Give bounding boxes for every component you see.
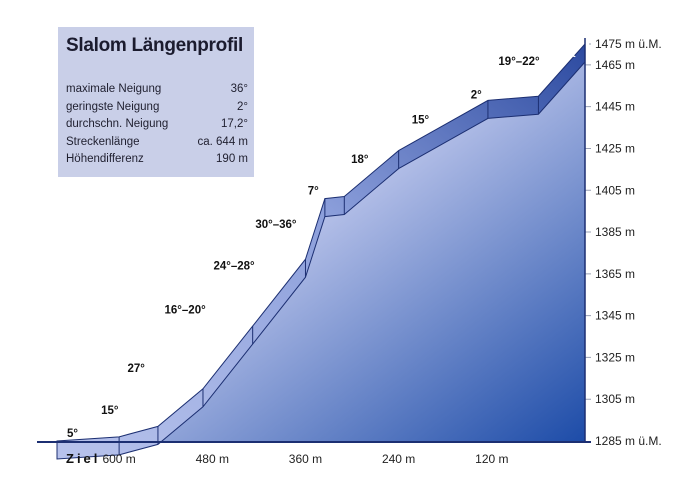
info-row: Höhendifferenz 190 m	[66, 151, 248, 169]
y-tick-label: 1475 m ü.M.	[595, 37, 662, 51]
y-tick-label: 1405 m	[595, 183, 635, 197]
y-tick-label: 1465 m	[595, 58, 635, 72]
slope-label: 18°	[351, 154, 369, 166]
band-layer	[56, 42, 586, 460]
slope-label: 30°–36°	[255, 219, 297, 231]
y-tick-label: 1305 m	[595, 392, 635, 406]
area-layer	[57, 44, 585, 441]
info-label: Höhendifferenz	[66, 153, 144, 165]
slope-label: 2°	[471, 89, 482, 101]
slope-label: 16°–20°	[165, 305, 207, 317]
info-title: Slalom Längenprofil	[66, 35, 243, 56]
slope-label: 19°–22°	[498, 56, 540, 68]
info-row: Streckenlänge ca. 644 m	[66, 134, 248, 152]
info-label: durchschn. Neigung	[66, 118, 169, 130]
info-label: maximale Neigung	[66, 83, 162, 95]
y-tick-label: 1285 m ü.M.	[595, 434, 662, 448]
y-tick-label: 1365 m	[595, 267, 635, 281]
profile-area	[57, 44, 585, 441]
slope-label: 5°	[67, 428, 78, 440]
y-tick-label: 1425 m	[595, 141, 635, 155]
y-tick-label: 1445 m	[595, 100, 635, 114]
slope-label: 24°–28°	[213, 261, 255, 273]
slope-label: 7°	[308, 185, 319, 197]
y-tick-label: 1385 m	[595, 225, 635, 239]
y-tick-label: 1325 m	[595, 350, 635, 364]
info-value: 2°	[237, 100, 248, 113]
info-row: geringste Neigung 2°	[66, 99, 248, 117]
info-table: maximale Neigung 36° geringste Neigung 2…	[66, 81, 248, 169]
info-value: 17,2°	[221, 118, 248, 130]
info-value: 190 m	[216, 153, 248, 165]
info-value: 36°	[230, 83, 248, 95]
finish-label: Ziel	[66, 451, 100, 466]
info-value: ca. 644 m	[197, 135, 249, 148]
info-row: maximale Neigung 36°	[66, 81, 248, 99]
axis-layer: 1285 m ü.M. 1305 m 1325 m 1345 m 1365 m 1385 …	[37, 37, 662, 466]
label-layer: Start 19°–22° 2° 15° 18° 7° 30°–36° 24°–28° 16°–…	[67, 48, 577, 440]
slope-label: 27°	[128, 363, 146, 375]
x-tick-label: 600 m	[102, 452, 135, 466]
x-tick-label: 120 m	[475, 452, 508, 466]
y-tick-label: 1345 m	[595, 309, 635, 323]
slope-label: 15°	[412, 114, 430, 126]
x-tick-label: 480 m	[196, 452, 229, 466]
x-tick-label: 360 m	[289, 452, 322, 466]
info-row: durchschn. Neigung 17,2°	[66, 116, 248, 134]
x-tick-label: 240 m	[382, 452, 415, 466]
start-label: Start	[546, 48, 577, 60]
info-label: geringste Neigung	[66, 100, 160, 113]
info-box: Slalom Längenprofil maximale Neigung 36°…	[58, 27, 254, 177]
slope-label: 15°	[101, 405, 119, 417]
info-label: Streckenlänge	[66, 135, 140, 148]
